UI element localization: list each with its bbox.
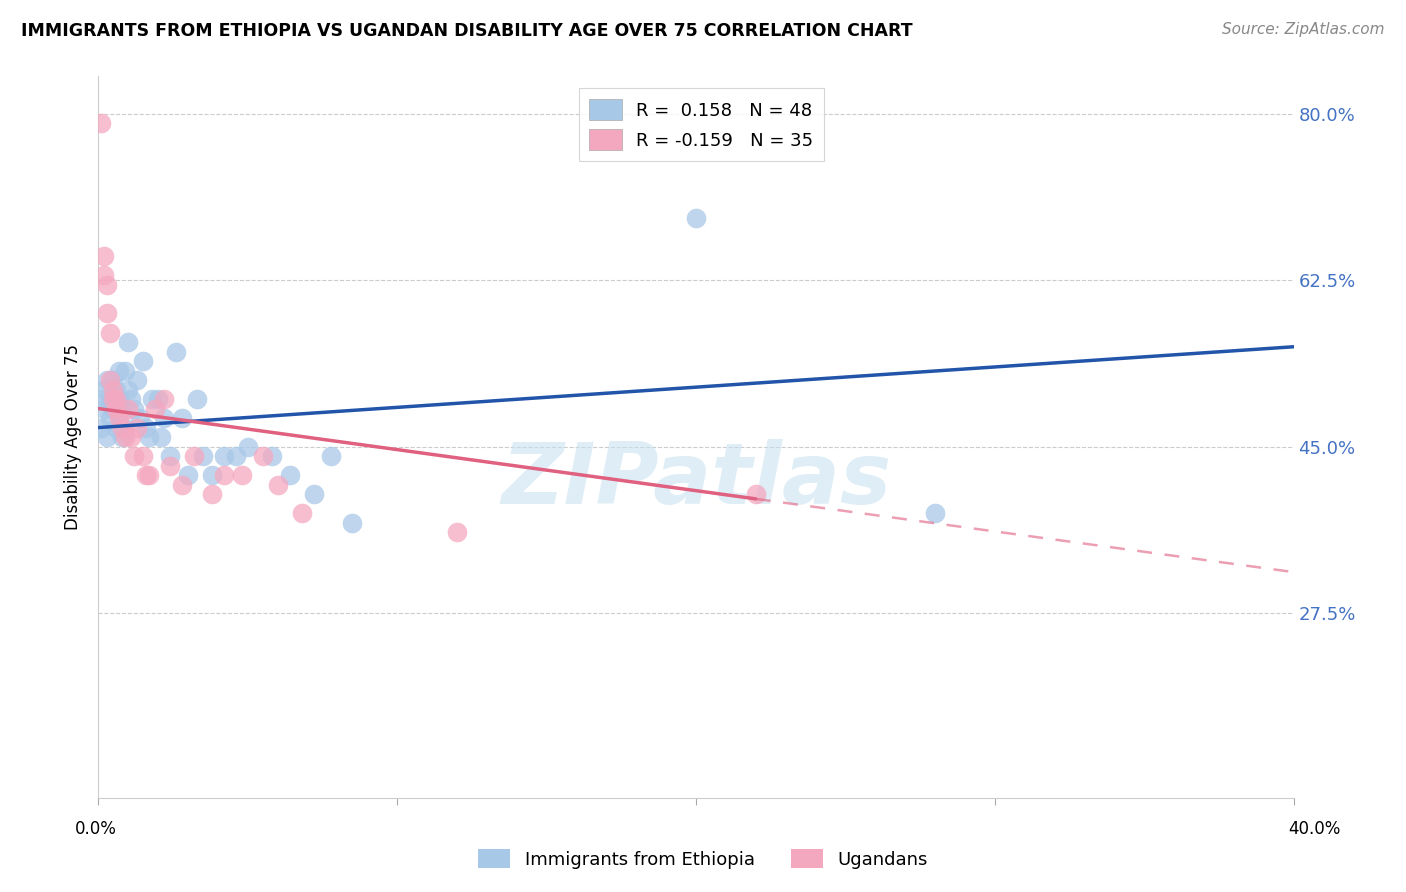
Point [105,401,128,416]
Text: ZIPatlas: ZIPatlas [501,439,891,522]
Point [745,487,768,501]
Point [278,468,301,483]
Text: 40.0%: 40.0% [1288,820,1341,838]
Point [138,468,160,483]
Point [342,516,364,530]
Point [165,344,187,359]
Point [183,449,205,463]
Point [108,411,131,425]
Point [446,525,468,540]
Point [129,411,152,425]
Point [153,392,176,406]
Point [143,401,166,416]
Text: Source: ZipAtlas.com: Source: ZipAtlas.com [1222,22,1385,37]
Y-axis label: Disability Age Over 75: Disability Age Over 75 [65,344,83,530]
Point [201,487,224,501]
Point [127,373,149,387]
Point [108,363,131,377]
Point [148,392,170,406]
Point [90,116,112,130]
Point [150,430,173,444]
Point [111,430,134,444]
Point [132,354,155,368]
Point [105,392,128,406]
Legend: R =  0.158   N = 48, R = -0.159   N = 35: R = 0.158 N = 48, R = -0.159 N = 35 [579,88,824,161]
Point [90,392,112,406]
Point [93,249,115,264]
Point [114,363,136,377]
Point [98,411,122,425]
Point [108,392,131,406]
Point [96,277,118,292]
Point [135,468,157,483]
Point [159,449,181,463]
Point [117,383,139,397]
Point [103,392,125,406]
Point [105,420,128,434]
Point [98,373,122,387]
Point [225,449,247,463]
Point [103,383,125,397]
Point [117,401,139,416]
Point [212,449,235,463]
Point [252,449,274,463]
Point [96,306,118,320]
Point [924,506,946,520]
Point [93,383,115,397]
Point [236,440,259,454]
Point [98,326,122,340]
Point [321,449,343,463]
Point [201,468,224,483]
Point [302,487,325,501]
Point [103,401,125,416]
Point [93,268,115,283]
Point [103,373,125,387]
Point [141,392,163,406]
Legend: Immigrants from Ethiopia, Ugandans: Immigrants from Ethiopia, Ugandans [471,842,935,876]
Point [177,468,200,483]
Point [124,401,146,416]
Point [111,401,134,416]
Point [138,430,160,444]
Point [267,477,290,491]
Point [231,468,253,483]
Point [114,420,136,434]
Point [132,449,155,463]
Point [127,420,149,434]
Point [191,449,214,463]
Text: 0.0%: 0.0% [75,820,117,838]
Point [685,211,707,226]
Point [98,392,122,406]
Point [186,392,208,406]
Point [114,430,136,444]
Point [111,420,134,434]
Point [153,411,176,425]
Point [120,392,142,406]
Point [96,373,118,387]
Point [90,420,112,434]
Point [135,420,157,434]
Point [105,383,128,397]
Point [172,477,194,491]
Text: IMMIGRANTS FROM ETHIOPIA VS UGANDAN DISABILITY AGE OVER 75 CORRELATION CHART: IMMIGRANTS FROM ETHIOPIA VS UGANDAN DISA… [21,22,912,40]
Point [172,411,194,425]
Point [124,449,146,463]
Point [291,506,314,520]
Point [93,401,115,416]
Point [120,430,142,444]
Point [159,458,181,473]
Point [117,334,139,349]
Point [212,468,235,483]
Point [96,430,118,444]
Point [260,449,283,463]
